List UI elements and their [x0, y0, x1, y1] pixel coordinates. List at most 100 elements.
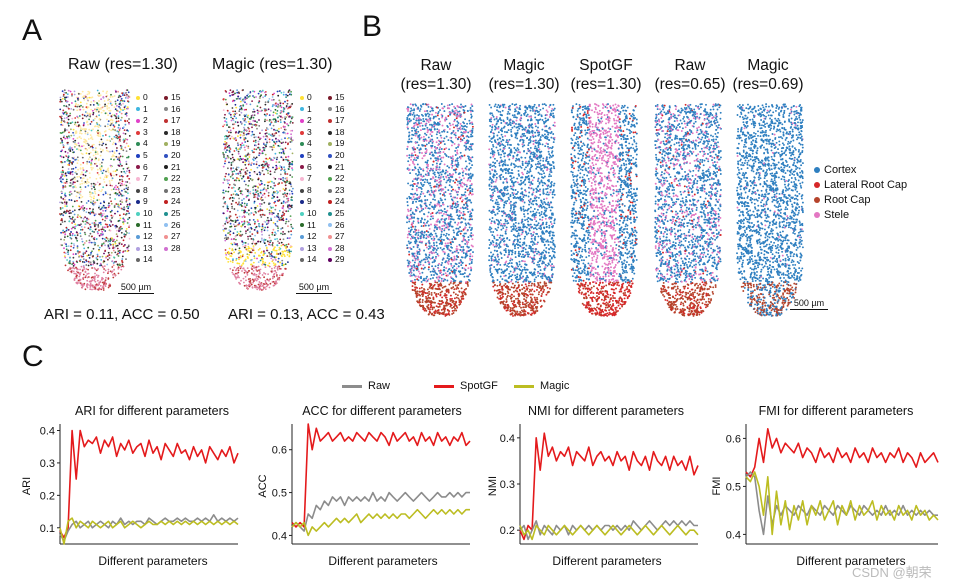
- spot: [468, 226, 471, 229]
- spot: [245, 145, 248, 147]
- spot: [102, 261, 105, 264]
- spot: [126, 232, 128, 234]
- spot: [407, 135, 410, 138]
- spot: [85, 259, 87, 262]
- spot: [224, 223, 226, 225]
- spot: [115, 113, 118, 115]
- spot: [79, 127, 82, 129]
- spot: [413, 168, 416, 171]
- spot: [240, 266, 243, 268]
- cluster-dot: [136, 211, 140, 216]
- spot: [245, 133, 248, 136]
- spot: [82, 217, 85, 220]
- spot: [66, 93, 69, 95]
- spot: [127, 207, 130, 210]
- spot: [275, 224, 277, 227]
- spot: [242, 98, 245, 101]
- spot: [125, 114, 128, 117]
- spot: [238, 249, 240, 252]
- spot: [453, 231, 456, 234]
- spot: [278, 134, 281, 137]
- spot: [242, 267, 244, 270]
- spot: [420, 235, 422, 237]
- spot: [118, 140, 120, 143]
- spot: [238, 172, 241, 175]
- spot: [448, 184, 451, 187]
- spot: [249, 213, 251, 216]
- spot: [443, 110, 446, 113]
- spot: [79, 196, 82, 199]
- spot: [431, 306, 434, 309]
- spot: [252, 245, 255, 248]
- spot: [420, 280, 423, 283]
- spot: [456, 113, 459, 116]
- spot: [285, 243, 288, 246]
- spot: [237, 91, 240, 94]
- spot: [444, 118, 446, 121]
- spot: [268, 133, 270, 136]
- spot: [421, 185, 424, 188]
- spot: [435, 310, 437, 313]
- cluster-label: 16: [171, 103, 181, 114]
- spot: [471, 258, 473, 261]
- spot: [67, 124, 70, 127]
- spot: [235, 168, 238, 170]
- spot: [264, 132, 267, 135]
- spot: [229, 175, 232, 178]
- spot: [249, 91, 252, 93]
- panel-a-magic-metric: ARI = 0.13, ACC = 0.43: [228, 306, 385, 323]
- spot: [462, 249, 465, 252]
- spot: [68, 147, 71, 150]
- spot: [471, 123, 474, 126]
- spot: [119, 225, 122, 228]
- spot: [238, 159, 241, 162]
- spot: [126, 205, 128, 208]
- spot: [113, 272, 116, 275]
- spot: [285, 156, 287, 159]
- spot: [287, 261, 289, 263]
- cluster-legend-item: 21: [164, 162, 180, 172]
- spot: [269, 186, 272, 188]
- spot: [406, 244, 409, 247]
- spot: [122, 94, 124, 96]
- spot: [284, 147, 287, 150]
- spot: [123, 188, 126, 191]
- spot: [224, 143, 226, 146]
- spot: [123, 106, 126, 109]
- spot: [279, 104, 282, 107]
- spot: [61, 131, 64, 134]
- spot: [240, 264, 243, 267]
- spot: [109, 164, 112, 167]
- spot: [417, 237, 420, 240]
- spot: [449, 249, 452, 252]
- spot: [427, 142, 430, 144]
- spot: [457, 297, 460, 300]
- spot: [289, 245, 292, 247]
- spot: [91, 138, 94, 141]
- cluster-label: 3: [143, 126, 148, 137]
- spot: [259, 288, 262, 291]
- spot: [406, 154, 409, 157]
- cluster-label: 26: [171, 219, 181, 230]
- spot: [111, 179, 113, 182]
- spot: [231, 249, 234, 252]
- spot: [77, 142, 80, 145]
- spot: [88, 241, 91, 244]
- spot: [112, 247, 114, 250]
- spot: [240, 251, 242, 253]
- spot: [433, 244, 436, 247]
- spot: [112, 262, 115, 264]
- spot: [72, 138, 75, 140]
- spot: [435, 234, 438, 237]
- cluster-label: 6: [307, 161, 312, 172]
- spot: [283, 180, 286, 183]
- spot: [282, 141, 285, 144]
- spot: [228, 144, 230, 147]
- spot: [109, 112, 111, 115]
- spot: [116, 105, 118, 107]
- spot: [115, 155, 118, 158]
- spot: [65, 180, 68, 183]
- spot: [252, 238, 254, 240]
- spot: [101, 218, 104, 221]
- spot: [111, 270, 114, 273]
